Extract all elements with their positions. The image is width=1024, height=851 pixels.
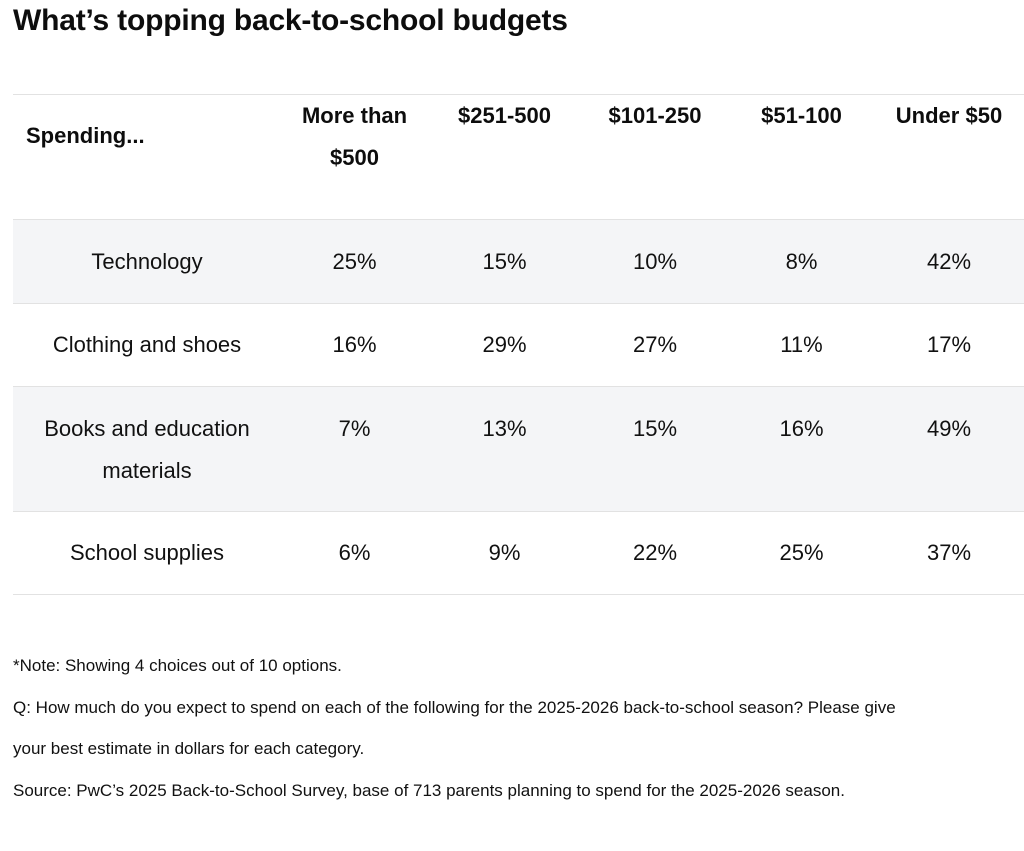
table-cell: 13%	[482, 416, 527, 441]
question-text: Q: How much do you expect to spend on ea…	[13, 697, 896, 759]
table-cell: 7%	[338, 416, 371, 441]
row-header-label: Spending...	[26, 123, 145, 148]
source-text: Source: PwC’s 2025 Back-to-School Survey…	[13, 780, 845, 800]
table-cell: 37%	[926, 540, 972, 565]
table-row: Clothing and shoes 16% 29% 27% 11% 17%	[13, 304, 1024, 387]
row-category: School supplies	[69, 540, 225, 565]
budget-table: Spending... More than $500 $251-500 $101…	[13, 94, 1024, 595]
table-cell: 49%	[926, 416, 972, 441]
table-cell: 27%	[632, 332, 678, 357]
column-header: $51-100	[761, 103, 842, 128]
table-cell: 29%	[482, 332, 527, 357]
note-text: *Note: Showing 4 choices out of 10 optio…	[13, 656, 342, 675]
row-category: Clothing and shoes	[52, 332, 242, 357]
table-cell: 15%	[632, 416, 678, 441]
table-cell: 8%	[785, 248, 818, 274]
footnotes: *Note: Showing 4 choices out of 10 optio…	[13, 645, 913, 811]
row-category: Books and education materials	[44, 416, 250, 483]
table-cell: 16%	[779, 416, 824, 441]
chart-title: What’s topping back-to-school budgets	[13, 4, 568, 37]
table-cell: 11%	[780, 332, 823, 357]
column-header: More than $500	[301, 103, 408, 170]
table-row: Books and education materials 7% 13% 15%…	[13, 386, 1024, 512]
column-header: $251-500	[458, 103, 551, 128]
column-header: $101-250	[608, 103, 702, 128]
table-cell: 25%	[779, 540, 824, 565]
table-cell: 42%	[926, 248, 972, 274]
table-cell: 9%	[488, 540, 521, 565]
table-header-row: Spending... More than $500 $251-500 $101…	[13, 94, 1024, 220]
row-category: Technology	[91, 248, 203, 274]
column-header: Under $50	[895, 103, 1003, 128]
table-cell: 16%	[332, 332, 377, 357]
table-cell: 17%	[926, 332, 972, 357]
table-cell: 10%	[632, 248, 678, 274]
table-row: School supplies 6% 9% 22% 25% 37%	[13, 512, 1024, 595]
table-cell: 15%	[482, 248, 527, 274]
table-cell: 22%	[632, 540, 678, 565]
table-cell: 25%	[332, 248, 377, 274]
table-cell: 6%	[338, 540, 371, 565]
table-row: Technology 25% 15% 10% 8% 42%	[13, 219, 1024, 304]
